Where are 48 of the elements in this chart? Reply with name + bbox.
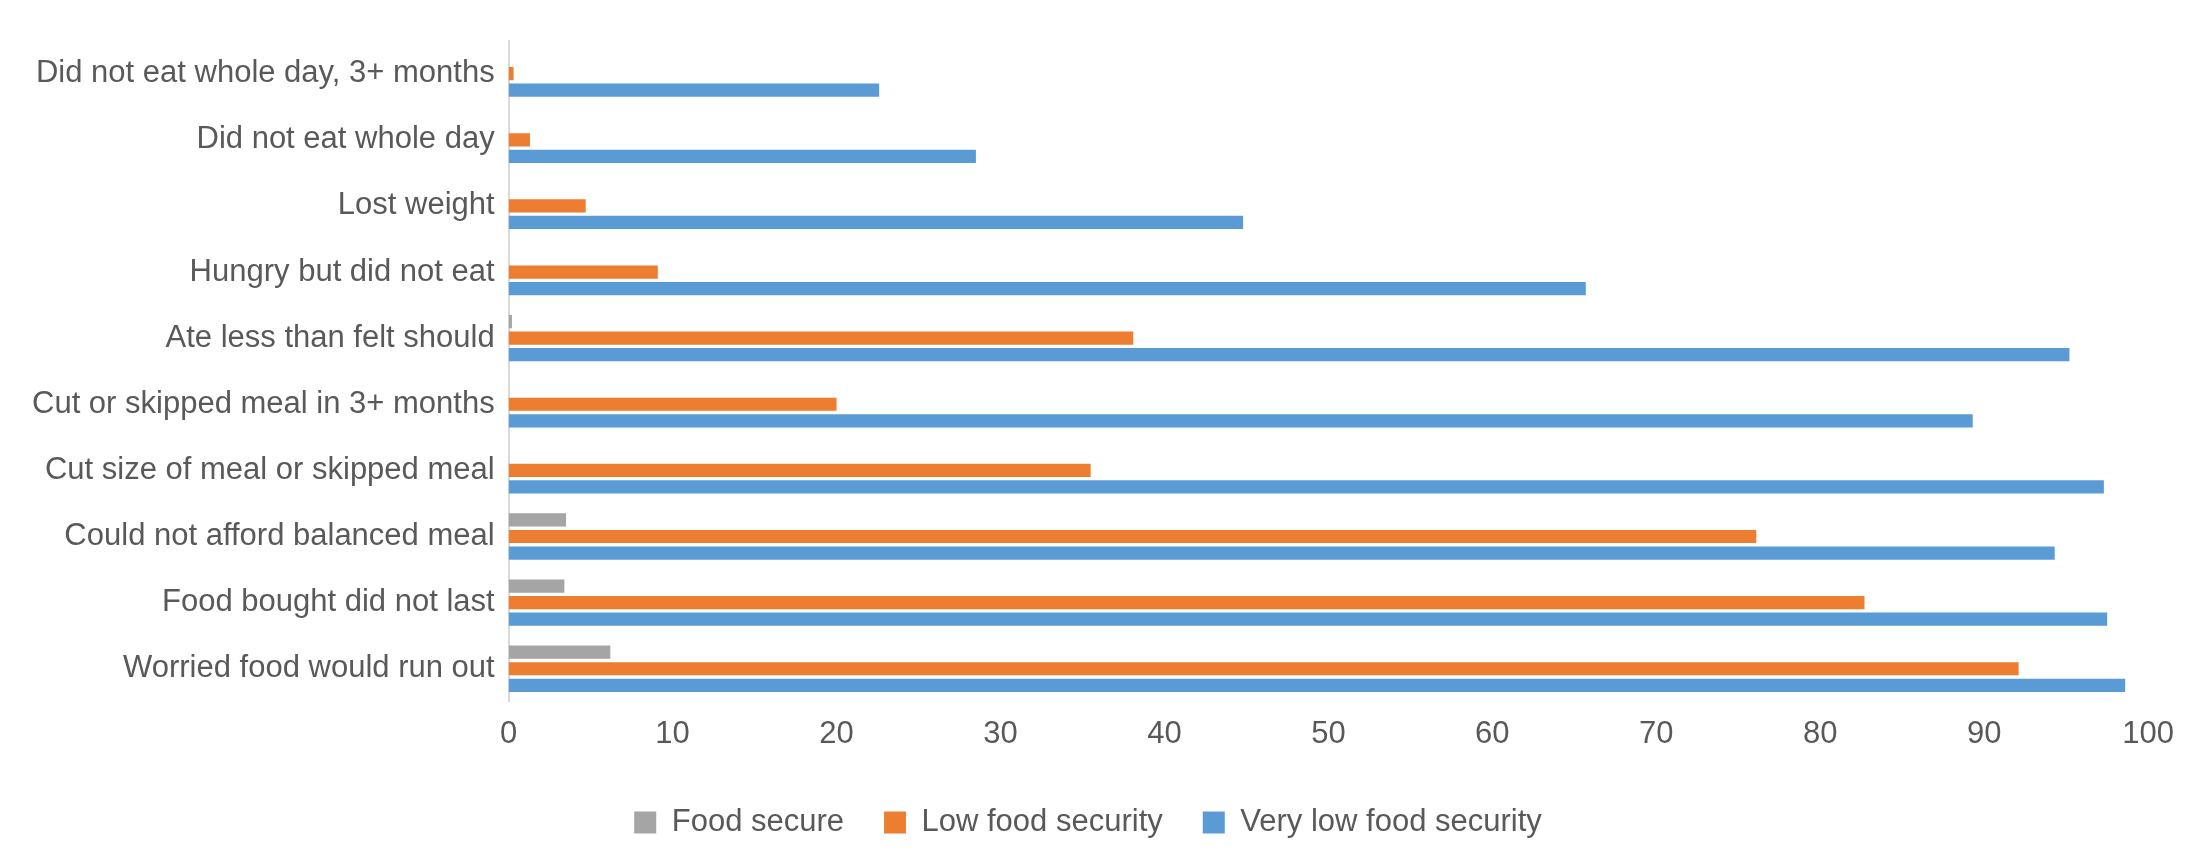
- x-tick-label: 70: [1639, 714, 1674, 750]
- y-tick-label: Did not eat whole day, 3+ months: [35, 54, 495, 90]
- bar: [508, 133, 530, 147]
- bar: [508, 67, 514, 81]
- y-tick-label: Hungry but did not eat: [189, 252, 496, 288]
- bar: [508, 480, 2104, 494]
- y-tick-label: Cut or skipped meal in 3+ months: [32, 384, 495, 420]
- bar: [508, 529, 1757, 544]
- bar: [508, 315, 512, 329]
- bar: [508, 199, 586, 213]
- bar: [508, 612, 2108, 626]
- bar: [508, 265, 658, 279]
- bar: [508, 149, 976, 163]
- bar: [508, 215, 1244, 230]
- bar: [508, 579, 565, 593]
- x-tick-label: 20: [819, 714, 854, 750]
- bar: [508, 414, 1973, 428]
- bar: [508, 83, 880, 97]
- bar: [508, 596, 1865, 610]
- x-tick-label: 0: [500, 714, 518, 750]
- bar: [508, 348, 2070, 362]
- x-tick-label: 10: [655, 714, 690, 750]
- bar: [508, 662, 2019, 676]
- bar: [508, 513, 567, 527]
- x-tick-label: 80: [1803, 714, 1838, 750]
- x-tick-label: 100: [2122, 714, 2175, 750]
- bar: [508, 397, 837, 411]
- legend-label: Food secure: [671, 803, 845, 839]
- x-tick-label: 50: [1311, 714, 1346, 750]
- y-tick-label: Ate less than felt should: [165, 318, 495, 354]
- y-tick-label: Worried food would run out: [123, 649, 496, 685]
- legend-label: Low food security: [921, 803, 1164, 839]
- y-tick-label: Food bought did not last: [162, 583, 496, 619]
- y-tick-label: Cut size of meal or skipped meal: [44, 450, 495, 486]
- bar: [508, 331, 1134, 345]
- y-tick-label: Lost weight: [337, 186, 496, 222]
- y-tick-label: Did not eat whole day: [196, 120, 496, 156]
- y-tick-label: Could not afford balanced meal: [64, 517, 495, 553]
- bar: [508, 546, 2055, 560]
- bar: [508, 645, 611, 659]
- bar: [508, 678, 2126, 692]
- bar: [508, 463, 1091, 477]
- x-tick-label: 30: [983, 714, 1018, 750]
- x-tick-label: 90: [1966, 714, 2002, 750]
- x-tick-label: 60: [1475, 714, 1510, 750]
- bar: [508, 281, 1586, 296]
- x-tick-label: 40: [1147, 714, 1182, 750]
- legend-label: Very low food security: [1240, 803, 1543, 839]
